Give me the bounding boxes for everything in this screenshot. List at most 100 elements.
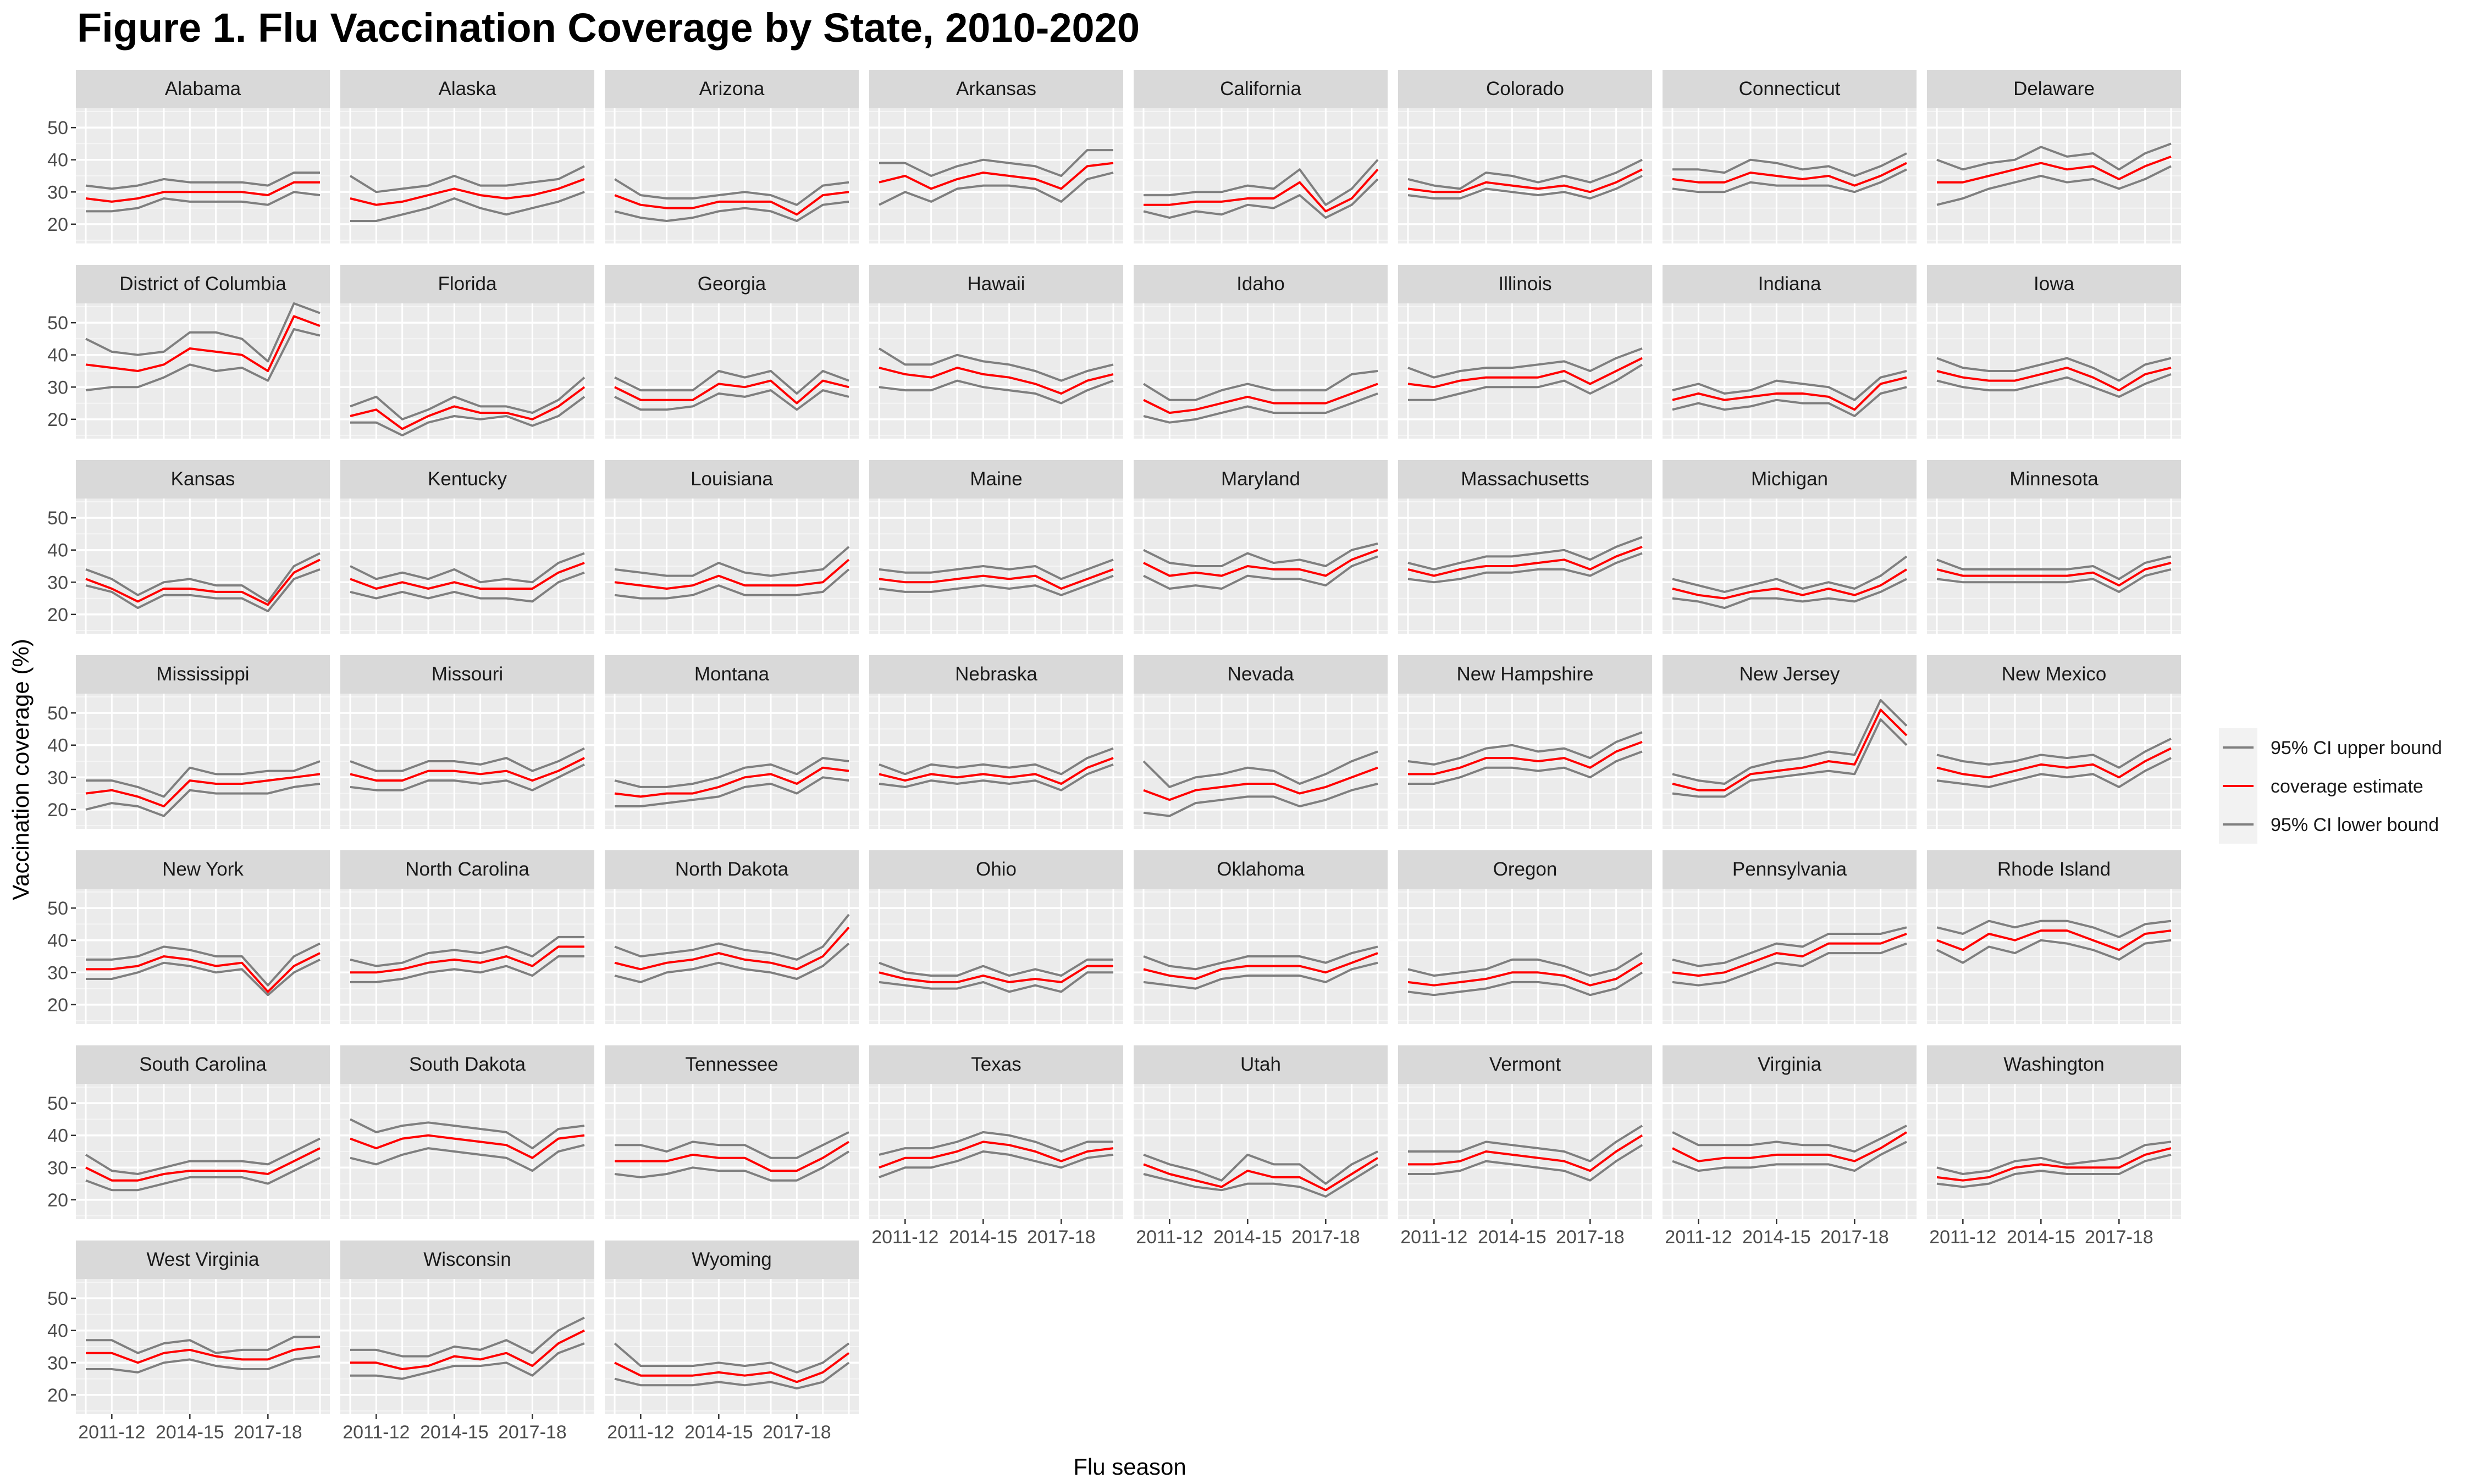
estimate-line [1936, 747, 2172, 779]
upper-bound-line [350, 747, 585, 772]
facet-louisiana: Louisiana [605, 460, 859, 634]
y-tick-label: 20 [47, 1190, 68, 1211]
facet-south-carolina: South Carolina 20 30 40 50 [47, 1045, 330, 1219]
lower-bound-line [1936, 939, 2172, 964]
facet-strip [340, 655, 594, 694]
estimate-line [1672, 708, 1908, 791]
x-tick-label: 2014-15 [2007, 1227, 2075, 1248]
lower-bound-line [1672, 1140, 1907, 1172]
lower-bound-line [350, 955, 584, 983]
upper-bound-line [86, 942, 321, 987]
facet-strip [1663, 265, 1917, 303]
upper-bound-line [1142, 750, 1378, 788]
facet-strip [605, 265, 859, 303]
estimate-line [1936, 367, 2172, 392]
facet-strip-label: Alabama [165, 78, 241, 99]
facet-strip-label: New Hampshire [1457, 663, 1594, 685]
facet-strip [605, 1241, 859, 1279]
lower-bound-line [1672, 718, 1908, 798]
estimate-line [1143, 952, 1378, 980]
upper-bound-line [1672, 555, 1908, 593]
facet-district-of-columbia: District of Columbia 20 30 40 50 [47, 265, 330, 439]
facet-massachusetts: Massachusetts [1398, 460, 1652, 634]
facet-strip [76, 850, 330, 889]
facet-strip-label: Rhode Island [1997, 859, 2111, 880]
x-tick-label: 2017-18 [1820, 1227, 1889, 1248]
estimate-line [1143, 766, 1378, 801]
lower-bound-line [85, 568, 321, 612]
lower-bound-line [1143, 783, 1378, 817]
facet-strip [869, 850, 1123, 889]
facet-strip-label: Delaware [2013, 78, 2095, 99]
facet-north-dakota: North Dakota [605, 850, 859, 1024]
estimate-line [614, 926, 850, 971]
lower-bound-line [1408, 1144, 1643, 1182]
y-tick-label: 20 [47, 800, 68, 821]
lower-bound-line [615, 776, 849, 807]
facet-south-dakota: South Dakota [340, 1045, 594, 1219]
facet-new-hampshire: New Hampshire [1398, 655, 1652, 829]
facet-ohio: Ohio [869, 850, 1123, 1024]
facet-strip [1927, 70, 2181, 108]
x-tick-label: 2011-12 [1665, 1227, 1732, 1248]
upper-bound-line [879, 1131, 1113, 1156]
facet-minnesota: Minnesota [1927, 460, 2181, 634]
estimate-line [879, 162, 1114, 190]
facet-alaska: Alaska [340, 70, 594, 243]
facet-strip-label: Wyoming [692, 1249, 772, 1270]
facet-idaho: Idaho [1134, 265, 1388, 439]
facet-strip [340, 850, 594, 889]
facet-strip-label: Oregon [1493, 859, 1558, 880]
facet-strip-label: Kentucky [428, 468, 507, 490]
facet-texas: Texas 2011-12 2014-15 2017-18 [869, 1045, 1123, 1248]
lower-bound-line [350, 763, 585, 791]
upper-bound-line [1672, 926, 1907, 967]
estimate-line [1672, 376, 1907, 411]
x-tick-label: 2017-18 [2085, 1227, 2153, 1248]
lower-bound-line [614, 568, 850, 600]
x-tick-label: 2014-15 [1478, 1227, 1547, 1248]
upper-bound-line [1672, 699, 1908, 785]
facet-rhode-island: Rhode Island [1927, 850, 2181, 1024]
estimate-line [350, 945, 584, 974]
y-tick-label: 30 [47, 1353, 68, 1374]
facet-strip-label: Maryland [1221, 468, 1300, 490]
estimate-line [85, 181, 320, 203]
x-tick-label: 2017-18 [763, 1422, 831, 1443]
upper-bound-line [1143, 1150, 1378, 1185]
facet-pennsylvania: Pennsylvania [1663, 850, 1917, 1024]
upper-bound-line [1672, 152, 1907, 177]
upper-bound-line [614, 1342, 850, 1374]
estimate-line [614, 191, 849, 216]
estimate-line [1408, 741, 1643, 776]
upper-bound-line [614, 370, 849, 395]
x-tick-label: 2014-15 [949, 1227, 1018, 1248]
y-tick-label: 20 [47, 995, 68, 1016]
facet-strip-label: Michigan [1751, 468, 1828, 490]
facet-georgia: Georgia [605, 265, 859, 439]
facet-strip-label: Minnesota [2009, 468, 2099, 490]
facet-strip-label: Wisconsin [423, 1249, 511, 1270]
facet-strip-label: Utah [1240, 1054, 1281, 1075]
facet-strip-label: Nebraska [955, 663, 1037, 685]
facet-missouri: Missouri [340, 655, 594, 829]
estimate-line [85, 315, 321, 372]
facet-florida: Florida [340, 265, 594, 439]
upper-bound-line [878, 347, 1114, 382]
facet-strip-label: Arizona [699, 78, 765, 99]
x-tick-label: 2017-18 [1027, 1227, 1096, 1248]
facet-wisconsin: Wisconsin 2011-12 2014-15 2017-18 [340, 1241, 594, 1443]
facet-virginia: Virginia 2011-12 2014-15 2017-18 [1663, 1045, 1917, 1248]
facet-strip [869, 70, 1123, 108]
facet-strip-label: North Dakota [675, 859, 789, 880]
lower-bound-line [85, 1156, 321, 1192]
facet-strip [605, 70, 859, 108]
lower-bound-line [1143, 961, 1378, 990]
estimate-line [1407, 961, 1643, 987]
estimate-line [1672, 933, 1907, 977]
y-tick-label: 20 [47, 1385, 68, 1406]
estimate-line [350, 1134, 585, 1159]
estimate-line [1143, 1156, 1379, 1192]
facet-west-virginia: West Virginia 20 30 40 50 2011-12 2014-15 2017-… [47, 1241, 330, 1443]
upper-bound-line [614, 757, 849, 788]
